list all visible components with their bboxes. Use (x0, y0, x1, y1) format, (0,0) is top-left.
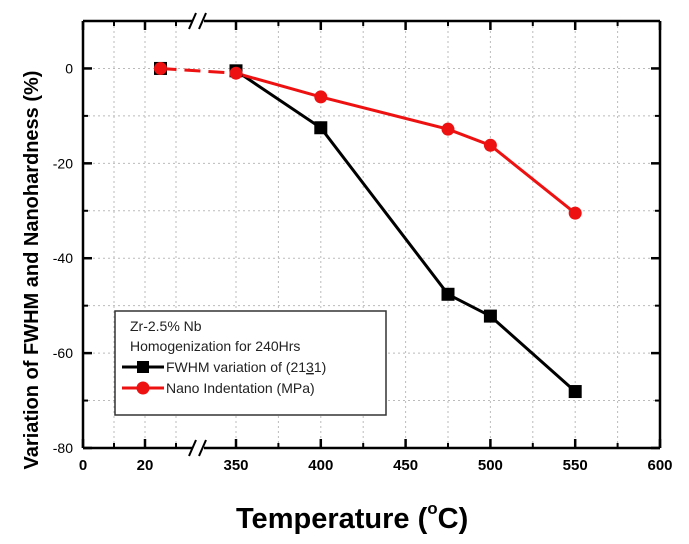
fwhm-point (483, 309, 497, 323)
legend-header-line-2: Homogenization for 240Hrs (130, 338, 300, 354)
x-tick-label: 400 (308, 457, 333, 474)
legend-nano-marker (136, 381, 150, 395)
x-axis-label-main: Temperature ( (236, 503, 428, 535)
nano-point (229, 66, 243, 80)
x-axis-label-degree: o (427, 499, 437, 518)
y-tick-label: -40 (53, 250, 73, 266)
axis-break-mark (188, 439, 197, 457)
x-axis-label: Temperature (oC) (236, 499, 468, 535)
nano-point (483, 138, 497, 152)
nano-point (441, 122, 455, 136)
grid (83, 21, 660, 448)
fwhm-point (568, 385, 582, 399)
x-axis-label-unit: C) (438, 503, 469, 535)
axis-labels: Temperature (oC) Variation of FWHM and N… (21, 71, 468, 535)
axis-break-mark (198, 12, 207, 30)
x-tick-label: 500 (478, 457, 503, 474)
axis-break-mark (198, 439, 207, 457)
nano-point (154, 61, 167, 75)
y-tick-label: 0 (65, 60, 73, 76)
axis-break-mark (188, 12, 197, 30)
fwhm-point (314, 121, 328, 135)
x-tick-label: 20 (137, 457, 154, 474)
legend-fwhm-label-underlined: 3 (306, 359, 314, 375)
legend-fwhm-label-suffix: 1) (314, 359, 326, 375)
legend-box (114, 310, 387, 416)
axes: 0 -20 -40 -60 -80 0 20 350 400 450 500 550 600 (53, 12, 673, 474)
legend-nano-label: Nano Indentation (MPa) (166, 380, 315, 396)
x-tick-label: 350 (223, 457, 248, 474)
legend-fwhm-marker (137, 361, 149, 373)
x-tick-label: 450 (393, 457, 418, 474)
x-tick-label: 550 (563, 457, 588, 474)
x-tick-label: 0 (79, 457, 87, 474)
series-layer (154, 61, 582, 399)
y-tick-label: -80 (53, 440, 73, 456)
axis-break-gap (192, 445, 204, 451)
y-tick-label: -20 (53, 155, 73, 171)
legend-header-line-1: Zr-2.5% Nb (130, 318, 202, 334)
axis-break-gap (192, 18, 204, 24)
legend: Zr-2.5% Nb Homogenization for 240Hrs FWH… (114, 310, 387, 416)
y-axis-label: Variation of FWHM and Nanohardness (%) (21, 71, 43, 470)
legend-fwhm-label: FWHM variation of (2131) (166, 359, 326, 375)
x-tick-label: 600 (647, 457, 672, 474)
nano-point (568, 206, 582, 220)
series-nano-break-segment (160, 66, 237, 75)
legend-fwhm-label-main: FWHM variation of (21 (166, 359, 306, 375)
y-tick-label: -60 (53, 345, 73, 361)
nano-point (314, 90, 328, 104)
fwhm-point (441, 287, 455, 301)
